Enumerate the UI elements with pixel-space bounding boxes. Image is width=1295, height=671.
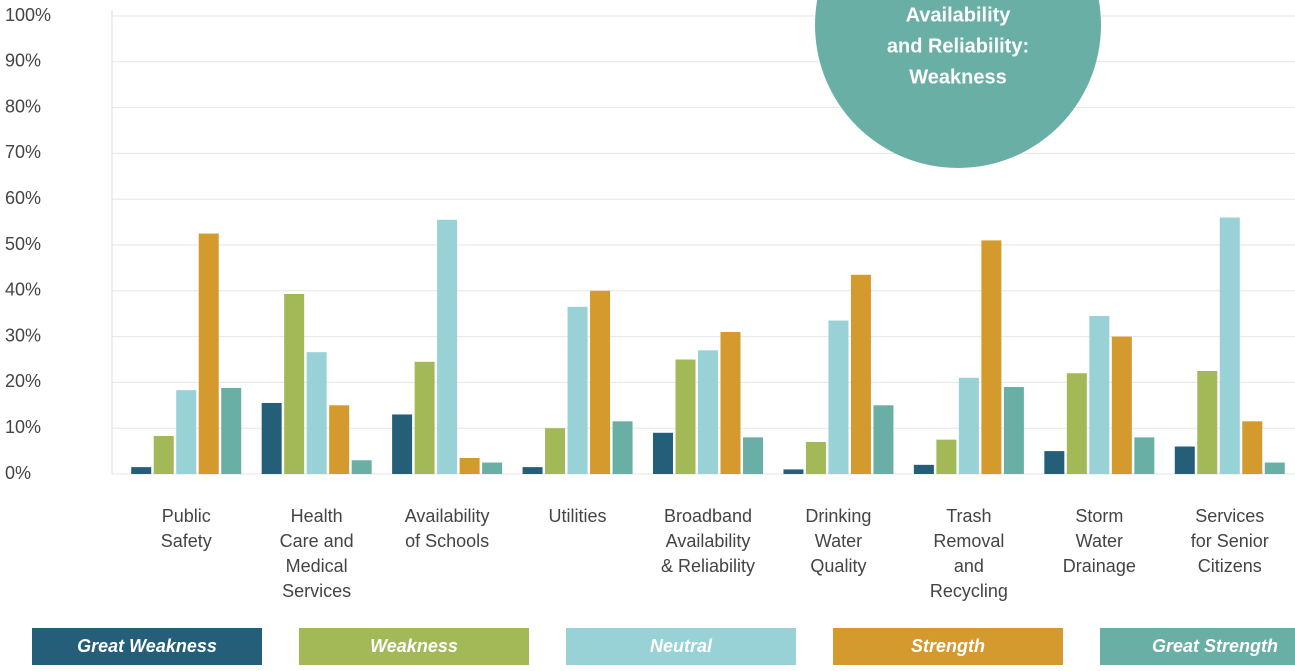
bar	[284, 294, 305, 474]
bar	[437, 219, 458, 474]
bar	[850, 274, 871, 474]
bar	[1044, 451, 1065, 474]
bar	[567, 306, 588, 474]
bar	[1111, 336, 1132, 474]
bar	[958, 377, 979, 474]
x-tick-label: and	[954, 556, 984, 576]
annotation-text: Weakness	[909, 66, 1006, 88]
bar	[828, 320, 849, 474]
bar	[198, 233, 219, 474]
legend-label: Great Strength	[1152, 636, 1278, 656]
y-tick-label: 100%	[5, 5, 51, 25]
bar	[351, 460, 372, 474]
legend-label: Weakness	[370, 636, 458, 656]
legend-label: Neutral	[650, 636, 713, 656]
x-tick-label: for Senior	[1191, 531, 1269, 551]
bar	[153, 435, 174, 474]
x-tick-label: of Schools	[405, 531, 489, 551]
x-tick-label: Citizens	[1198, 556, 1262, 576]
bar	[261, 403, 282, 474]
bar	[936, 439, 957, 474]
bar	[720, 332, 741, 474]
legend-swatch	[833, 628, 1063, 665]
bar	[1134, 437, 1155, 474]
bar	[414, 361, 435, 474]
x-tick-label: Quality	[810, 556, 866, 576]
bar	[653, 432, 673, 474]
bar	[176, 390, 197, 474]
bar	[675, 359, 696, 474]
bar	[743, 437, 763, 474]
bar	[1219, 217, 1240, 474]
x-tick-label: Medical	[286, 556, 348, 576]
y-tick-label: 20%	[5, 371, 41, 391]
legend-swatch	[566, 628, 796, 665]
bar	[612, 421, 633, 474]
bar	[1174, 446, 1195, 474]
bar	[783, 469, 804, 474]
y-tick-label: 30%	[5, 325, 41, 345]
annotation-text: Availability	[906, 4, 1012, 26]
bar	[545, 428, 566, 474]
x-tick-label: Availability	[405, 506, 490, 526]
legend-swatch	[1100, 628, 1295, 665]
y-tick-label: 50%	[5, 234, 41, 254]
bar	[221, 387, 242, 474]
x-tick-label: Services	[282, 581, 351, 601]
y-tick-label: 70%	[5, 142, 41, 162]
x-tick-label: Services	[1195, 506, 1264, 526]
bar	[1242, 421, 1263, 474]
x-tick-label: Removal	[933, 531, 1004, 551]
bar	[590, 290, 611, 474]
x-tick-label: Recycling	[930, 581, 1008, 601]
y-tick-label: 0%	[5, 463, 31, 483]
x-tick-label: & Reliability	[661, 556, 755, 576]
legend-label: Great Weakness	[77, 636, 217, 656]
y-tick-label: 40%	[5, 280, 41, 300]
bar	[1066, 373, 1087, 474]
y-tick-label: 80%	[5, 96, 41, 116]
annotation-bubble	[815, 0, 1101, 168]
x-tick-label: Drainage	[1063, 556, 1136, 576]
y-tick-label: 60%	[5, 188, 41, 208]
x-tick-label: Water	[815, 531, 862, 551]
y-tick-label: 90%	[5, 51, 41, 71]
bar	[482, 462, 503, 474]
y-tick-label: 10%	[5, 417, 41, 437]
bar	[1003, 386, 1024, 474]
legend-swatch	[299, 628, 529, 665]
x-tick-label: Utilities	[549, 506, 607, 526]
bar	[306, 352, 327, 474]
x-tick-label: Drinking	[805, 506, 871, 526]
x-tick-label: Safety	[161, 531, 212, 551]
bar	[329, 405, 350, 474]
x-tick-label: Care and	[280, 531, 354, 551]
x-tick-label: Trash	[946, 506, 991, 526]
bar	[1089, 315, 1110, 474]
annotation-text: and Reliability:	[887, 35, 1029, 57]
bar	[873, 405, 894, 474]
x-tick-label: Broadband	[664, 506, 752, 526]
legend-swatch	[32, 628, 262, 665]
x-tick-label: Availability	[666, 531, 751, 551]
legend-label: Strength	[911, 636, 985, 656]
bar	[1197, 370, 1218, 474]
bar	[522, 467, 543, 474]
bar	[805, 441, 826, 474]
x-tick-label: Water	[1076, 531, 1123, 551]
bar	[981, 240, 1002, 474]
bar	[698, 350, 718, 474]
bar	[913, 464, 934, 474]
bar	[1264, 462, 1285, 474]
x-tick-label: Storm	[1075, 506, 1123, 526]
bar	[131, 467, 152, 474]
x-tick-label: Health	[291, 506, 343, 526]
bar	[392, 414, 413, 474]
x-tick-label: Public	[162, 506, 211, 526]
bar	[459, 457, 480, 474]
